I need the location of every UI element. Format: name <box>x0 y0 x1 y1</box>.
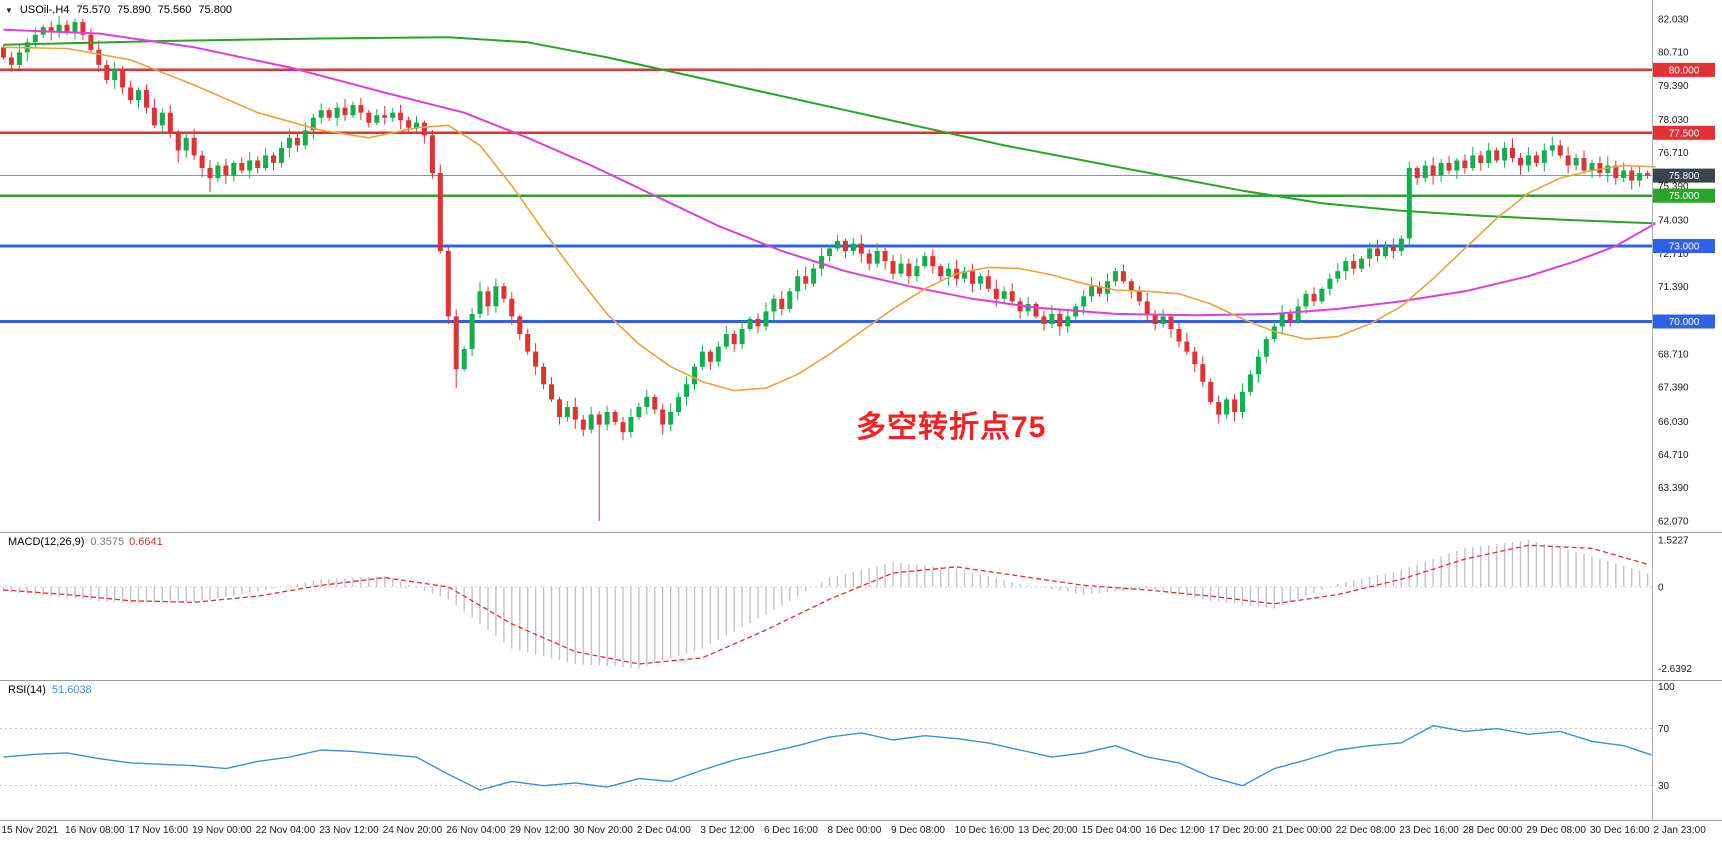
candlestick-series <box>1 15 1651 521</box>
svg-text:76.710: 76.710 <box>1658 148 1689 159</box>
macd-axis: 1.5227 0 -2.6392 <box>1658 535 1692 674</box>
svg-text:75.390: 75.390 <box>1658 181 1689 192</box>
svg-text:82.030: 82.030 <box>1658 14 1689 25</box>
svg-text:77.500: 77.500 <box>1669 128 1700 139</box>
x-axis-label: 29 Nov 12:00 <box>509 825 570 836</box>
svg-text:68.710: 68.710 <box>1658 349 1689 360</box>
panel-divider <box>0 820 1722 821</box>
rsi-value: 51.6038 <box>51 684 92 696</box>
svg-text:100: 100 <box>1658 682 1675 693</box>
rsi-axis: 100 70 30 <box>1658 682 1675 792</box>
x-axis-label: 16 Nov 08:00 <box>65 825 125 836</box>
macd-label: MACD(12,26,9) 0.3575 0.6641 <box>8 536 163 548</box>
x-axis-label: 13 Dec 20:00 <box>1018 825 1078 836</box>
svg-text:1.5227: 1.5227 <box>1658 535 1689 546</box>
rsi-line <box>3 725 1652 791</box>
panel-divider <box>0 532 1722 533</box>
svg-text:73.000: 73.000 <box>1669 242 1700 253</box>
svg-text:0: 0 <box>1658 582 1664 593</box>
macd-histogram <box>2 540 1649 669</box>
x-axis-label: 22 Nov 04:00 <box>255 825 316 836</box>
ma-mid-line <box>3 28 1656 317</box>
x-axis-label: 19 Nov 00:00 <box>192 825 252 836</box>
svg-text:66.030: 66.030 <box>1658 417 1689 428</box>
macd-name: MACD(12,26,9) <box>8 536 85 548</box>
ma-slow-line <box>3 36 1656 225</box>
svg-text:75.800: 75.800 <box>1669 171 1700 182</box>
rsi-name: RSI(14) <box>8 684 46 696</box>
rsi-panel[interactable]: 100 70 30 <box>0 680 1722 820</box>
chart-header: ▼ USOil-,H4 75.570 75.890 75.560 75.800 <box>5 4 239 16</box>
x-axis-label: 21 Dec 00:00 <box>1272 825 1332 836</box>
chart-annotation: 多空转折点75 <box>856 411 1047 444</box>
x-axis-label: 29 Dec 08:00 <box>1526 825 1586 836</box>
rsi-label: RSI(14) 51.6038 <box>8 684 92 696</box>
svg-text:71.390: 71.390 <box>1658 282 1689 293</box>
x-axis-label: 2 Jan 23:00 <box>1653 825 1706 836</box>
svg-text:75.000: 75.000 <box>1669 191 1700 202</box>
ohlc-low: 75.560 <box>157 4 192 16</box>
svg-text:67.390: 67.390 <box>1658 383 1689 394</box>
svg-text:74.030: 74.030 <box>1658 216 1689 227</box>
svg-text:80.000: 80.000 <box>1669 65 1700 76</box>
x-axis-label: 30 Nov 20:00 <box>573 825 633 836</box>
x-axis-label: 24 Nov 20:00 <box>382 825 443 836</box>
ohlc-open: 75.570 <box>76 4 111 16</box>
x-axis-label: 16 Dec 12:00 <box>1145 825 1205 836</box>
main-chart[interactable]: 82.030 80.710 79.390 78.030 76.710 75.390 74.0… <box>0 0 1722 532</box>
x-axis-label: 23 Dec 16:00 <box>1399 825 1459 836</box>
svg-text:70.000: 70.000 <box>1669 317 1700 328</box>
svg-text:80.710: 80.710 <box>1658 48 1689 59</box>
symbol-title: USOil-,H4 <box>19 4 70 16</box>
rsi-level-lines <box>0 728 1652 787</box>
x-axis-label: 17 Dec 20:00 <box>1208 825 1269 836</box>
svg-text:62.070: 62.070 <box>1658 516 1689 527</box>
svg-text:79.390: 79.390 <box>1658 81 1689 92</box>
svg-text:70: 70 <box>1658 724 1670 735</box>
x-axis-label: 2 Dec 04:00 <box>636 825 691 836</box>
x-axis-label: 26 Nov 04:00 <box>446 825 506 836</box>
x-axis-label: 9 Dec 08:00 <box>891 825 945 836</box>
symbol-dropdown-icon: ▼ <box>5 6 13 15</box>
macd-value-main: 0.3575 <box>90 536 125 548</box>
x-axis-label: 30 Dec 16:00 <box>1589 825 1650 836</box>
horizontal-level-lines <box>0 68 1652 323</box>
price-axis: 82.030 80.710 79.390 78.030 76.710 75.390 74.0… <box>1658 14 1689 527</box>
x-axis: 15 Nov 2021 16 Nov 08:00 17 Nov 16:00 19 No… <box>0 821 1722 841</box>
x-axis-label: 8 Dec 00:00 <box>827 825 882 836</box>
x-axis-label: 22 Dec 08:00 <box>1335 825 1396 836</box>
svg-text:72.710: 72.710 <box>1658 249 1689 260</box>
svg-text:63.390: 63.390 <box>1658 483 1689 494</box>
x-axis-label: 3 Dec 12:00 <box>700 825 755 836</box>
x-axis-label: 6 Dec 16:00 <box>763 825 818 836</box>
svg-text:30: 30 <box>1658 781 1670 792</box>
x-axis-label: 15 Dec 04:00 <box>1081 825 1142 836</box>
panel-divider <box>0 680 1722 681</box>
macd-value-signal: 0.6641 <box>129 536 163 548</box>
x-axis-label: 28 Dec 00:00 <box>1462 825 1523 836</box>
price-level-badges: 80.000 77.500 75.000 73.000 70.000 75.800 <box>1653 62 1715 329</box>
x-axis-label: 10 Dec 16:00 <box>954 825 1015 836</box>
x-axis-label: 15 Nov 2021 <box>1 825 59 836</box>
svg-text:-2.6392: -2.6392 <box>1658 664 1692 675</box>
ohlc-close: 75.800 <box>198 4 233 16</box>
ohlc-high: 75.890 <box>117 4 151 16</box>
macd-panel[interactable]: 1.5227 0 -2.6392 <box>0 532 1722 680</box>
svg-text:64.710: 64.710 <box>1658 450 1689 461</box>
x-axis-label: 23 Nov 12:00 <box>319 825 379 836</box>
x-axis-label: 17 Nov 16:00 <box>128 825 189 836</box>
ma-fast-line <box>3 46 1656 392</box>
svg-text:78.030: 78.030 <box>1658 115 1689 126</box>
macd-signal-line <box>3 544 1648 665</box>
